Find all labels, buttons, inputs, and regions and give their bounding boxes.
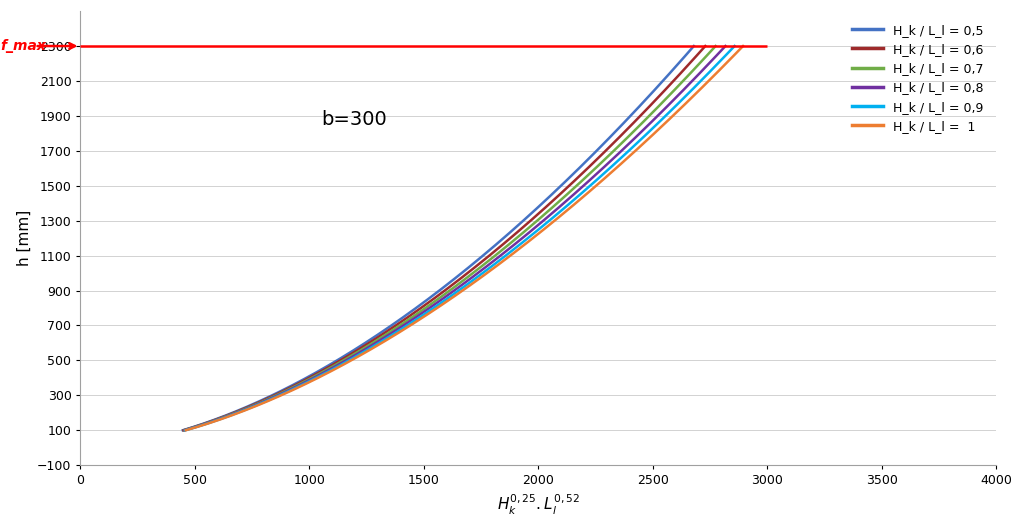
H_k / L_l = 0,6 xyxy=(620,127,632,134)
H_k / L_l = 0,6 xyxy=(626,120,638,127)
H_k / L_l = 0,5 xyxy=(471,258,483,264)
H_k / L_l = 0,6 xyxy=(177,427,189,433)
H_k / L_l = 0,8 xyxy=(643,120,656,127)
H_k / L_l = 0,8 xyxy=(487,258,499,264)
H_k / L_l = 0,5 xyxy=(275,388,287,394)
H_k / L_l = 0,8 xyxy=(598,163,611,169)
H_k / L_l = 0,7 xyxy=(279,388,292,394)
Legend: H_k / L_l = 0,5, H_k / L_l = 0,6, H_k / L_l = 0,7, H_k / L_l = 0,8, H_k / L_l = : H_k / L_l = 0,5, H_k / L_l = 0,6, H_k / … xyxy=(845,17,989,139)
H_k / L_l =  1 xyxy=(737,43,749,49)
H_k / L_l = 0,5 xyxy=(610,127,622,134)
H_k / L_l = 0,5 xyxy=(575,163,587,169)
X-axis label: $H_k^{0,25}.L_l^{0,52}$: $H_k^{0,25}.L_l^{0,52}$ xyxy=(496,493,580,517)
H_k / L_l =  1 xyxy=(284,388,297,394)
H_k / L_l = 0,9 xyxy=(606,163,618,169)
H_k / L_l = 0,7 xyxy=(178,427,190,433)
H_k / L_l = 0,8 xyxy=(470,272,482,278)
H_k / L_l = 0,7 xyxy=(482,258,494,264)
H_k / L_l = 0,6 xyxy=(583,163,595,169)
H_k / L_l = 0,9 xyxy=(282,388,295,394)
H_k / L_l = 0,8 xyxy=(636,127,649,134)
H_k / L_l = 0,6 xyxy=(699,43,711,49)
H_k / L_l = 0,8 xyxy=(281,388,294,394)
H_k / L_l = 0,6 xyxy=(477,258,489,264)
H_k / L_l = 0,7 xyxy=(710,43,722,49)
Line: H_k / L_l = 0,6: H_k / L_l = 0,6 xyxy=(183,46,705,430)
H_k / L_l = 0,9 xyxy=(474,272,486,278)
H_k / L_l =  1 xyxy=(479,272,491,278)
H_k / L_l =  1 xyxy=(651,127,663,134)
Line: H_k / L_l =  1: H_k / L_l = 1 xyxy=(186,46,743,430)
H_k / L_l = 0,9 xyxy=(652,120,664,127)
Line: H_k / L_l = 0,5: H_k / L_l = 0,5 xyxy=(183,46,694,430)
H_k / L_l = 0,9 xyxy=(728,43,741,49)
H_k / L_l = 0,5 xyxy=(177,427,189,433)
H_k / L_l = 0,7 xyxy=(464,272,477,278)
Y-axis label: h [mm]: h [mm] xyxy=(16,210,32,266)
H_k / L_l = 0,7 xyxy=(628,127,640,134)
Line: H_k / L_l = 0,9: H_k / L_l = 0,9 xyxy=(185,46,735,430)
H_k / L_l = 0,6 xyxy=(277,388,290,394)
Text: b=300: b=300 xyxy=(321,110,387,129)
H_k / L_l = 0,7 xyxy=(591,163,604,169)
H_k / L_l = 0,5 xyxy=(617,120,629,127)
H_k / L_l = 0,9 xyxy=(492,258,504,264)
H_k / L_l = 0,8 xyxy=(719,43,731,49)
H_k / L_l = 0,8 xyxy=(178,427,190,433)
H_k / L_l = 0,5 xyxy=(453,272,465,278)
H_k / L_l =  1 xyxy=(612,163,624,169)
Line: H_k / L_l = 0,8: H_k / L_l = 0,8 xyxy=(184,46,725,430)
H_k / L_l = 0,6 xyxy=(459,272,472,278)
H_k / L_l =  1 xyxy=(659,120,671,127)
H_k / L_l = 0,7 xyxy=(635,120,648,127)
H_k / L_l = 0,9 xyxy=(644,127,657,134)
H_k / L_l = 0,5 xyxy=(687,43,700,49)
H_k / L_l =  1 xyxy=(497,258,509,264)
H_k / L_l = 0,9 xyxy=(179,427,191,433)
Line: H_k / L_l = 0,7: H_k / L_l = 0,7 xyxy=(184,46,716,430)
H_k / L_l =  1 xyxy=(180,427,192,433)
Text: f_max: f_max xyxy=(0,39,46,53)
